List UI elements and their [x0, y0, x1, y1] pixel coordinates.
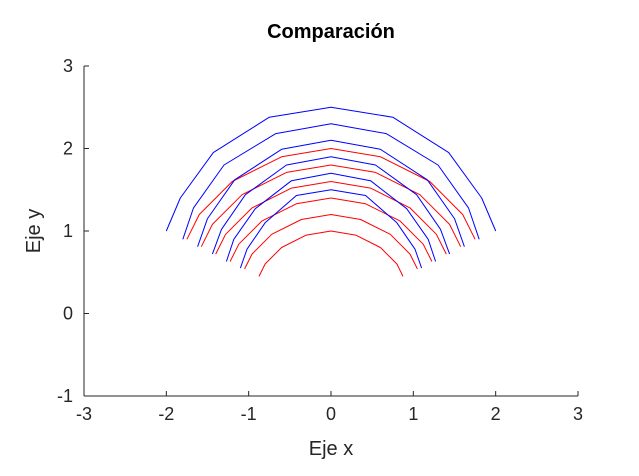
- x-tick-label: -1: [241, 404, 257, 424]
- x-tick-label: 3: [573, 404, 583, 424]
- series-line-11: [182, 123, 480, 240]
- y-tick-label: 3: [63, 56, 73, 76]
- y-tick-label: -1: [57, 386, 73, 406]
- x-tick-label: 2: [491, 404, 501, 424]
- plot-lines: [165, 106, 497, 277]
- series-line-3: [229, 197, 433, 262]
- series-line-2: [244, 214, 418, 270]
- series-line-12: [165, 106, 497, 232]
- x-tick-label: 0: [326, 404, 336, 424]
- series-line-7: [239, 189, 423, 269]
- x-tick-label: -2: [158, 404, 174, 424]
- y-tick-label: 1: [63, 221, 73, 241]
- y-tick-label: 2: [63, 139, 73, 159]
- series-line-10: [197, 139, 465, 247]
- series-line-4: [215, 181, 447, 255]
- series-line-1: [258, 230, 404, 277]
- series-line-9: [211, 156, 451, 255]
- x-axis-label: Eje x: [309, 438, 353, 460]
- series-line-8: [225, 172, 437, 262]
- y-axis-label: Eje y: [23, 209, 45, 253]
- x-tick-label: 1: [408, 404, 418, 424]
- x-ticks: -3 -2 -1 0 1 2 3: [76, 391, 583, 424]
- y-ticks: -1 0 1 2 3: [57, 56, 89, 406]
- x-tick-label: -3: [76, 404, 92, 424]
- series-line-6: [186, 148, 476, 240]
- chart-title: Comparación: [267, 21, 395, 43]
- y-tick-label: 0: [63, 304, 73, 324]
- series-line-5: [200, 164, 462, 247]
